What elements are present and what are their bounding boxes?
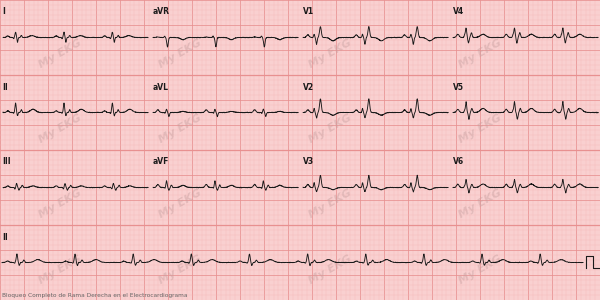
Text: III: III [2,158,11,166]
Text: I: I [2,8,5,16]
Text: My EKG: My EKG [157,38,203,70]
Text: My EKG: My EKG [37,38,83,70]
Text: V2: V2 [303,82,314,91]
Text: My EKG: My EKG [37,254,83,286]
Text: V3: V3 [303,158,314,166]
Text: My EKG: My EKG [457,38,503,70]
Text: aVL: aVL [153,82,169,91]
Text: My EKG: My EKG [157,188,203,220]
Text: II: II [2,232,8,242]
Text: My EKG: My EKG [307,38,353,70]
Text: aVR: aVR [153,8,170,16]
Text: My EKG: My EKG [457,254,503,286]
Text: My EKG: My EKG [307,254,353,286]
Text: My EKG: My EKG [157,254,203,286]
Text: My EKG: My EKG [457,188,503,220]
Text: V5: V5 [453,82,464,91]
Text: V6: V6 [453,158,464,166]
Text: V4: V4 [453,8,464,16]
Text: Bloqueo Completo de Rama Derecha en el Electrocardiograma: Bloqueo Completo de Rama Derecha en el E… [2,293,187,298]
Text: My EKG: My EKG [457,113,503,145]
Text: II: II [2,82,8,91]
Text: My EKG: My EKG [157,113,203,145]
Text: My EKG: My EKG [37,113,83,145]
Text: aVF: aVF [153,158,169,166]
Text: My EKG: My EKG [307,188,353,220]
Text: My EKG: My EKG [37,188,83,220]
Text: My EKG: My EKG [307,113,353,145]
Text: V1: V1 [303,8,314,16]
